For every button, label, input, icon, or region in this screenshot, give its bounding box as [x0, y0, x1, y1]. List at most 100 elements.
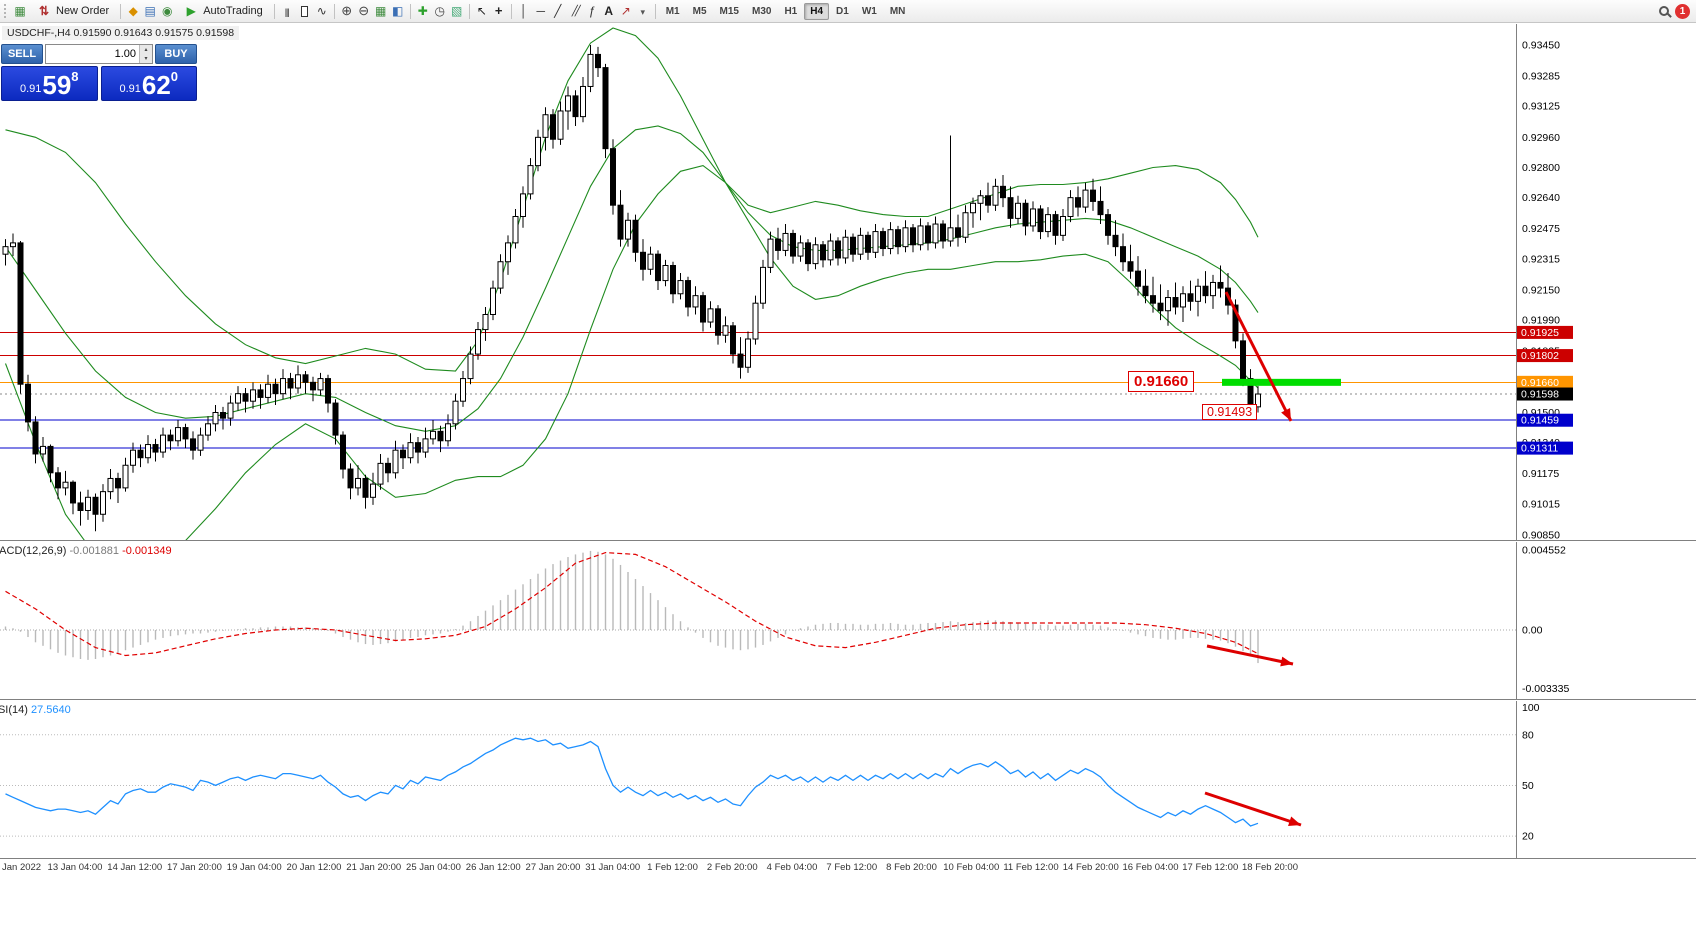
svg-text:0.93125: 0.93125 — [1522, 101, 1560, 113]
svg-text:50: 50 — [1522, 780, 1534, 792]
toolbar-separator — [510, 3, 512, 19]
toolbar-right-group: 1 — [1659, 3, 1692, 19]
svg-text:0.91660: 0.91660 — [1521, 377, 1559, 389]
price-chart[interactable]: 0.93450 0.93285 0.93125 0.92960 0.92800 0.926… — [0, 24, 1696, 541]
arrows-tool-icon[interactable] — [618, 3, 634, 19]
new-order-button[interactable]: New Order — [29, 0, 116, 22]
time-axis-label: 18 Feb 20:00 — [1242, 862, 1298, 873]
time-axis-label: 20 Jan 12:00 — [286, 862, 342, 873]
time-axis-label: 7 Feb 12:00 — [826, 862, 878, 873]
time-axis-label: Jan 2022 — [2, 862, 42, 873]
timeframe-mn[interactable]: MN — [889, 5, 906, 17]
timeframe-m5[interactable]: M5 — [692, 5, 707, 17]
add-indicator-icon[interactable] — [415, 3, 431, 19]
volume-spinner: ▴ ▾ — [139, 45, 152, 63]
svg-text:0.92150: 0.92150 — [1522, 284, 1560, 296]
zoom-out-icon[interactable] — [356, 3, 372, 19]
timeframe-h4[interactable]: H4 — [804, 2, 830, 20]
svg-text:0.92800: 0.92800 — [1522, 162, 1560, 174]
candlestick-chart-icon[interactable] — [300, 3, 308, 21]
toolbar-grip[interactable] — [4, 4, 8, 18]
vertical-line-tool-icon[interactable] — [516, 3, 532, 19]
svg-text:MACD(12,26,9) -0.001881 -0.001: MACD(12,26,9) -0.001881 -0.001349 — [0, 545, 172, 557]
toolbar-separator — [120, 3, 122, 19]
time-axis-label: 2 Feb 20:00 — [706, 862, 758, 873]
expert-advisors-icon[interactable] — [125, 3, 141, 19]
time-axis-label: 21 Jan 20:00 — [346, 862, 402, 873]
svg-text:0.92315: 0.92315 — [1522, 253, 1560, 265]
svg-text:20: 20 — [1522, 831, 1534, 843]
buy-button[interactable]: BUY — [155, 44, 197, 64]
svg-text:0.93285: 0.93285 — [1522, 71, 1560, 83]
volume-input[interactable] — [46, 45, 139, 63]
tile-windows-icon[interactable] — [373, 3, 389, 19]
timeframe-w1[interactable]: W1 — [861, 5, 877, 17]
target-level-label[interactable]: 0.91493 — [1202, 404, 1258, 420]
time-axis[interactable]: Jan 2022 13 Jan 04:00 14 Jan 12:00 17 Jan 2… — [0, 858, 1696, 878]
timeframe-h1[interactable]: H1 — [784, 5, 798, 17]
buy-price-sup: 0 — [170, 69, 179, 84]
chart-ohlc-header: USDCHF-,H4 0.91590 0.91643 0.91575 0.915… — [2, 26, 240, 40]
sell-button[interactable]: SELL — [1, 44, 43, 64]
svg-text:0.91990: 0.91990 — [1522, 315, 1560, 327]
macd-indicator-panel[interactable]: 0.004552 0.00 -0.003335 MACD(12,26,9) -0.00… — [0, 542, 1696, 700]
sell-price-small: 0.91 — [19, 83, 42, 95]
main-toolbar: New Order AutoTrading — [0, 0, 1696, 23]
sell-price-display[interactable]: 0.91 59 8 — [1, 66, 98, 101]
new-order-icon — [36, 3, 52, 19]
time-axis-label: 26 Jan 12:00 — [465, 862, 521, 873]
fibonacci-tool-icon[interactable] — [584, 3, 600, 19]
time-axis-label: 13 Jan 04:00 — [47, 862, 103, 873]
crosshair-icon[interactable] — [491, 3, 507, 19]
time-axis-label: 10 Feb 04:00 — [943, 862, 1000, 873]
time-axis-label: 14 Feb 20:00 — [1062, 862, 1119, 873]
profiles-icon[interactable] — [142, 3, 158, 19]
toolbar-separator — [409, 3, 411, 19]
time-axis-label: 4 Feb 04:00 — [766, 862, 818, 873]
time-axis-label: 11 Feb 12:00 — [1003, 862, 1059, 873]
line-chart-icon[interactable] — [314, 3, 330, 19]
sell-price-sup: 8 — [71, 69, 79, 84]
rsi-indicator-panel[interactable]: 100 80 50 20 RSI(14) 27.5640 — [0, 701, 1696, 858]
new-order-label: New Order — [56, 5, 110, 17]
buy-price-display[interactable]: 0.91 62 0 — [100, 66, 197, 101]
channel-tool-icon[interactable] — [567, 2, 583, 20]
toolbar-separator — [333, 3, 335, 19]
time-axis-label: 17 Jan 20:00 — [167, 862, 222, 873]
notification-badge[interactable]: 1 — [1675, 3, 1690, 19]
new-chart-icon[interactable] — [12, 3, 28, 19]
time-axis-label: 1 Feb 12:00 — [647, 862, 698, 873]
timeframe-d1[interactable]: D1 — [836, 5, 849, 17]
support-level-label[interactable]: 0.91660 — [1128, 371, 1195, 392]
autotrading-button[interactable]: AutoTrading — [176, 0, 270, 22]
svg-text:0.004552: 0.004552 — [1522, 544, 1566, 556]
svg-text:0.91598: 0.91598 — [1521, 389, 1559, 401]
autotrading-play-icon — [183, 3, 199, 19]
shapes-dropdown-icon[interactable] — [635, 3, 651, 20]
trendline-tool-icon[interactable] — [550, 3, 566, 19]
svg-text:100: 100 — [1522, 702, 1540, 714]
horizontal-line-tool-icon[interactable] — [533, 3, 549, 19]
toolbar-separator — [468, 3, 470, 19]
svg-text:0.90850: 0.90850 — [1522, 529, 1560, 541]
timeframe-m30[interactable]: M30 — [751, 5, 772, 17]
text-tool-icon[interactable] — [601, 3, 617, 19]
zoom-in-icon[interactable] — [339, 3, 355, 19]
chart-properties-icon[interactable] — [449, 3, 465, 19]
volume-up-button[interactable]: ▴ — [140, 45, 152, 54]
sell-price-big: 59 — [42, 70, 72, 100]
search-icon[interactable] — [1659, 6, 1669, 16]
svg-text:0.92475: 0.92475 — [1522, 223, 1560, 235]
time-axis-label: 27 Jan 20:00 — [525, 862, 581, 873]
bar-chart-icon[interactable] — [279, 3, 295, 20]
time-axis-label: 31 Jan 04:00 — [585, 862, 641, 873]
cascade-windows-icon[interactable] — [390, 3, 406, 19]
timeframe-m1[interactable]: M1 — [665, 5, 680, 17]
period-icon[interactable] — [432, 3, 448, 19]
cursor-icon[interactable] — [474, 3, 490, 19]
favorites-icon[interactable] — [159, 3, 175, 19]
timeframe-m15[interactable]: M15 — [719, 5, 739, 17]
volume-down-button[interactable]: ▾ — [140, 54, 152, 63]
